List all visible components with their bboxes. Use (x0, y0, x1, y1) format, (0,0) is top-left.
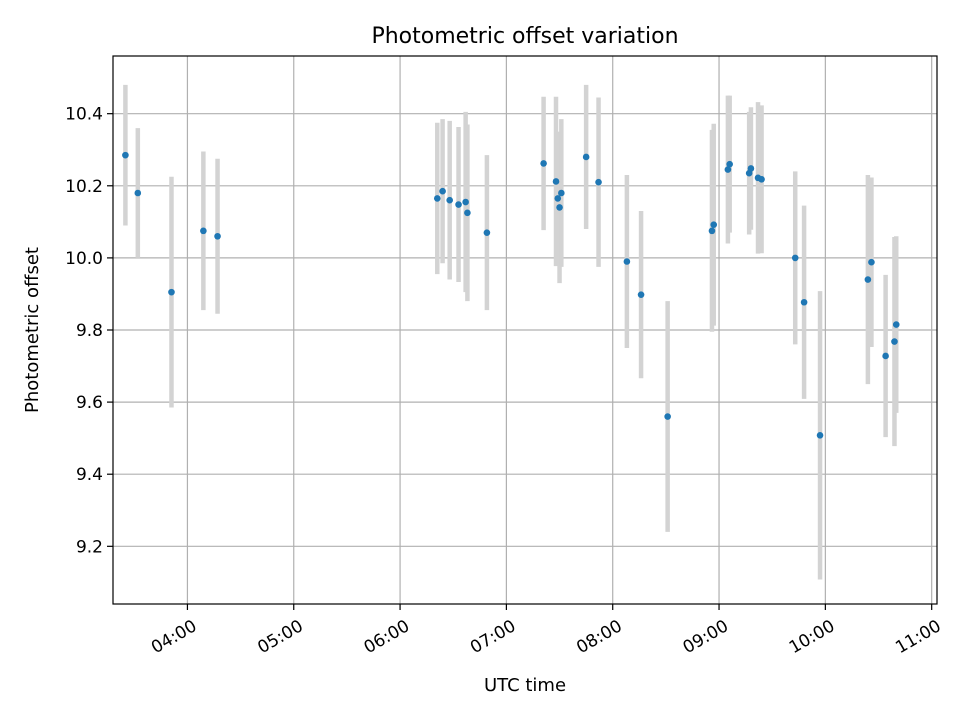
chart-title: Photometric offset variation (371, 24, 678, 49)
data-point (882, 352, 889, 360)
y-tick-label: 9.2 (76, 537, 103, 557)
data-point (891, 338, 898, 345)
x-axis-label: UTC time (484, 675, 566, 696)
data-point (455, 201, 462, 208)
data-point (800, 298, 808, 306)
data-point (758, 176, 765, 183)
y-axis-label: Photometric offset (22, 247, 43, 413)
data-point (200, 227, 207, 235)
data-point (558, 189, 565, 197)
gridlines (113, 56, 937, 604)
data-point (462, 198, 469, 206)
data-point (433, 195, 441, 202)
data-point (554, 195, 562, 202)
data-point (791, 254, 799, 262)
data-point (710, 221, 718, 229)
data-point (464, 209, 471, 217)
data-point (439, 187, 446, 195)
data-point (868, 258, 875, 266)
data-point (816, 431, 824, 439)
data-point (556, 204, 563, 211)
data-point (122, 151, 129, 159)
y-tick-label: 10.4 (65, 105, 103, 125)
y-tick-label: 9.4 (76, 465, 103, 485)
data-point (708, 227, 716, 235)
data-point (892, 321, 900, 328)
y-tick-label: 9.8 (76, 321, 103, 341)
y-tick-label: 9.6 (76, 393, 103, 413)
data-points (122, 151, 900, 439)
data-point (724, 166, 732, 173)
data-point (552, 178, 560, 185)
data-point (582, 153, 590, 161)
data-point (134, 189, 142, 197)
data-point (726, 160, 733, 168)
data-point (664, 413, 671, 420)
data-point (168, 288, 175, 296)
data-point (214, 232, 221, 240)
data-point (446, 196, 453, 204)
y-tick-label: 10.2 (65, 177, 103, 197)
data-point (623, 258, 631, 265)
y-tick-label: 10.0 (65, 249, 103, 269)
data-point (483, 229, 491, 236)
data-point (540, 160, 547, 167)
data-point (595, 178, 602, 186)
data-point (637, 291, 645, 298)
data-point (864, 276, 872, 283)
data-point (747, 165, 755, 172)
y-axis-ticks: 9.2 9.4 9.6 9.8 10.0 10.2 10.4 (65, 105, 113, 557)
